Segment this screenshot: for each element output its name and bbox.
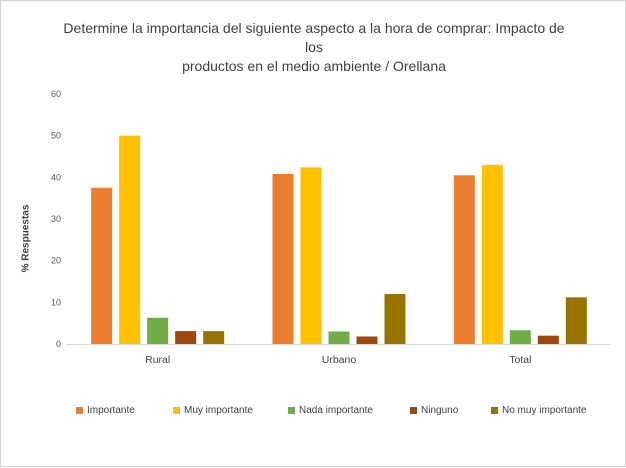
y-tick-label: 0	[56, 339, 61, 349]
bar-rural-2	[147, 317, 169, 344]
legend-item: Nada importante	[288, 405, 373, 416]
chart-title-line-1: Determine la importancia del siguiente a…	[63, 20, 565, 55]
chart-legend: Importante Muy importante Nada importante N…	[1, 405, 626, 421]
legend-item: No muy importante	[491, 405, 586, 416]
legend-swatch	[410, 407, 417, 414]
chart-title-line-2: productos en el medio ambiente / Orellan…	[182, 58, 446, 74]
legend-item: Importante	[76, 405, 135, 416]
chart-title: Determine la importancia del siguiente a…	[61, 19, 567, 76]
bar-total-3	[537, 335, 559, 344]
x-tick-label: Rural	[145, 354, 170, 366]
y-tick-label: 20	[51, 256, 61, 266]
bar-total-0	[453, 175, 475, 344]
bar-total-4	[565, 297, 587, 344]
bar-urbano-2	[328, 331, 350, 344]
legend-swatch	[173, 407, 180, 414]
legend-swatch	[76, 407, 83, 414]
legend-swatch	[288, 407, 295, 414]
y-tick-label: 40	[51, 172, 61, 182]
bar-total-2	[509, 330, 531, 344]
bar-urbano-1	[300, 167, 322, 344]
legend-item: Muy importante	[173, 405, 253, 416]
legend-label: Muy importante	[184, 405, 253, 416]
y-tick-label: 30	[51, 214, 61, 224]
legend-item: Ninguno	[410, 405, 458, 416]
legend-label: No muy importante	[502, 405, 587, 416]
y-tick-label: 60	[51, 89, 61, 99]
legend-label: Nada importante	[299, 405, 373, 416]
legend-swatch	[491, 407, 498, 414]
bar-rural-0	[91, 187, 113, 344]
bar-urbano-3	[356, 336, 378, 344]
legend-label: Ninguno	[421, 405, 459, 416]
bar-rural-3	[175, 331, 197, 344]
bar-rural-1	[119, 135, 141, 344]
x-tick-label: Total	[509, 354, 531, 366]
bar-total-1	[481, 164, 503, 344]
y-tick-label: 50	[51, 131, 61, 141]
legend-label: Importante	[87, 405, 135, 416]
bar-urbano-0	[272, 174, 294, 344]
x-tick-label: Urbano	[322, 354, 357, 366]
bar-urbano-4	[384, 294, 406, 344]
y-tick-label: 10	[51, 297, 61, 307]
bar-rural-4	[203, 331, 225, 344]
